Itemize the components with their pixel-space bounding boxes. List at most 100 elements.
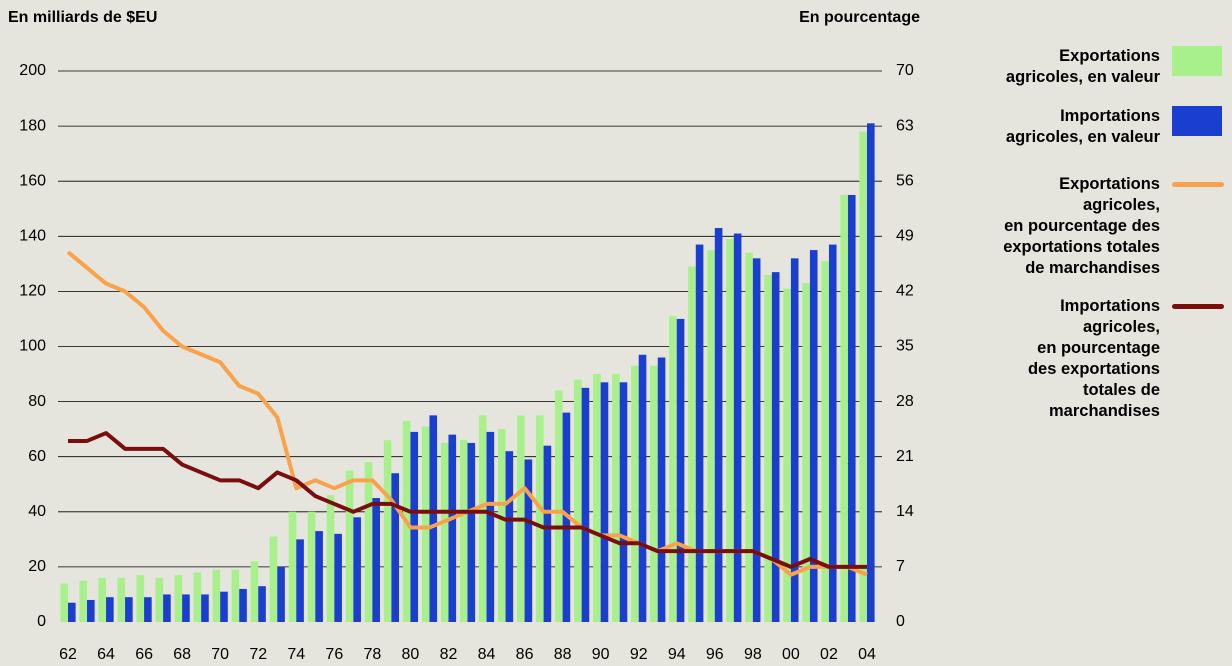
x-tick-label: 72 bbox=[249, 646, 267, 663]
bar bbox=[307, 511, 316, 622]
bar bbox=[315, 531, 323, 622]
legend-label: Exportations agricoles, en valeur bbox=[1005, 47, 1160, 86]
bar bbox=[840, 194, 848, 622]
bar bbox=[497, 429, 506, 622]
x-tick-label: 70 bbox=[211, 646, 229, 663]
x-tick-label: 94 bbox=[668, 646, 686, 663]
x-tick-label: 00 bbox=[782, 646, 800, 663]
y2-tick-label: 7 bbox=[896, 558, 905, 575]
bar bbox=[250, 561, 259, 622]
bar bbox=[391, 473, 400, 622]
bar bbox=[429, 415, 438, 622]
bar bbox=[155, 577, 164, 622]
bar bbox=[505, 451, 514, 622]
bar bbox=[182, 594, 190, 622]
legend-swatch bbox=[1172, 46, 1222, 76]
bar bbox=[60, 583, 68, 622]
x-tick-label: 92 bbox=[630, 646, 648, 663]
y-tick-label: 40 bbox=[28, 503, 46, 520]
bar bbox=[288, 511, 297, 622]
bar bbox=[79, 580, 88, 622]
bar bbox=[486, 431, 495, 622]
legend-label: Importations agricoles, en pourcentage d… bbox=[1027, 297, 1160, 420]
x-tick-label: 90 bbox=[592, 646, 610, 663]
y-tick-label: 60 bbox=[28, 448, 46, 465]
legend-swatch bbox=[1172, 106, 1222, 136]
y2-tick-label: 35 bbox=[896, 338, 914, 355]
bar bbox=[421, 426, 430, 622]
bar bbox=[459, 440, 468, 622]
bar bbox=[353, 517, 361, 622]
bar bbox=[269, 536, 278, 622]
y2-tick-label: 21 bbox=[896, 448, 914, 465]
bar bbox=[125, 597, 133, 622]
x-tick-label: 88 bbox=[554, 646, 572, 663]
legend-swatch bbox=[1172, 304, 1224, 309]
bar bbox=[87, 599, 95, 622]
bar bbox=[193, 572, 202, 622]
bar bbox=[714, 228, 723, 622]
bar bbox=[593, 374, 601, 622]
bar bbox=[745, 252, 753, 622]
bar bbox=[296, 539, 304, 622]
bar bbox=[117, 577, 126, 622]
bar bbox=[688, 266, 696, 622]
y-tick-label: 140 bbox=[19, 228, 46, 245]
legend-swatch bbox=[1172, 182, 1224, 187]
bar bbox=[212, 569, 221, 622]
bar bbox=[467, 442, 476, 622]
line bbox=[68, 431, 867, 569]
x-tick-label: 84 bbox=[478, 646, 496, 663]
bar bbox=[771, 272, 780, 622]
bar bbox=[258, 586, 266, 622]
y2-tick-label: 0 bbox=[896, 613, 905, 630]
x-tick-label: 98 bbox=[744, 646, 762, 663]
y2-tick-label: 63 bbox=[896, 117, 914, 134]
bar bbox=[535, 415, 544, 622]
bar bbox=[478, 415, 487, 622]
y-tick-label: 200 bbox=[19, 62, 46, 79]
y2-tick-label: 42 bbox=[896, 283, 914, 300]
x-tick-label: 76 bbox=[325, 646, 343, 663]
bar bbox=[733, 233, 742, 623]
bar bbox=[144, 597, 152, 622]
bar bbox=[345, 470, 354, 622]
y-tick-label: 80 bbox=[28, 393, 46, 410]
y-tick-label: 180 bbox=[19, 117, 46, 134]
legend-label: Exportations agricoles, en pourcentage d… bbox=[1003, 175, 1160, 277]
bar bbox=[524, 459, 533, 622]
bar bbox=[98, 577, 107, 622]
x-tick-label: 80 bbox=[402, 646, 420, 663]
bar bbox=[669, 316, 677, 622]
bar bbox=[448, 434, 457, 622]
bar bbox=[68, 602, 76, 622]
y-tick-label: 20 bbox=[28, 558, 46, 575]
bar bbox=[619, 382, 628, 622]
bar bbox=[555, 390, 563, 622]
bar bbox=[220, 591, 228, 622]
x-tick-label: 82 bbox=[440, 646, 458, 663]
x-tick-label: 62 bbox=[59, 646, 77, 663]
bar bbox=[581, 387, 590, 622]
x-tick-label: 86 bbox=[516, 646, 534, 663]
y2-axis-label: En pourcentage bbox=[799, 9, 920, 26]
bar bbox=[790, 258, 799, 622]
bar bbox=[638, 354, 647, 622]
bar bbox=[174, 575, 183, 622]
bar bbox=[802, 283, 810, 622]
bar bbox=[372, 498, 380, 622]
bar bbox=[650, 365, 658, 622]
bar bbox=[707, 250, 715, 622]
bar bbox=[695, 244, 704, 622]
bar bbox=[867, 123, 875, 622]
x-tick-label: 02 bbox=[820, 646, 838, 663]
y-tick-label: 100 bbox=[19, 338, 46, 355]
bar bbox=[726, 239, 734, 622]
bar bbox=[600, 382, 609, 622]
bar bbox=[201, 594, 209, 622]
bar bbox=[657, 357, 666, 622]
bar bbox=[277, 566, 285, 622]
y-tick-label: 0 bbox=[37, 613, 46, 630]
bar bbox=[136, 575, 145, 622]
x-tick-label: 78 bbox=[363, 646, 381, 663]
